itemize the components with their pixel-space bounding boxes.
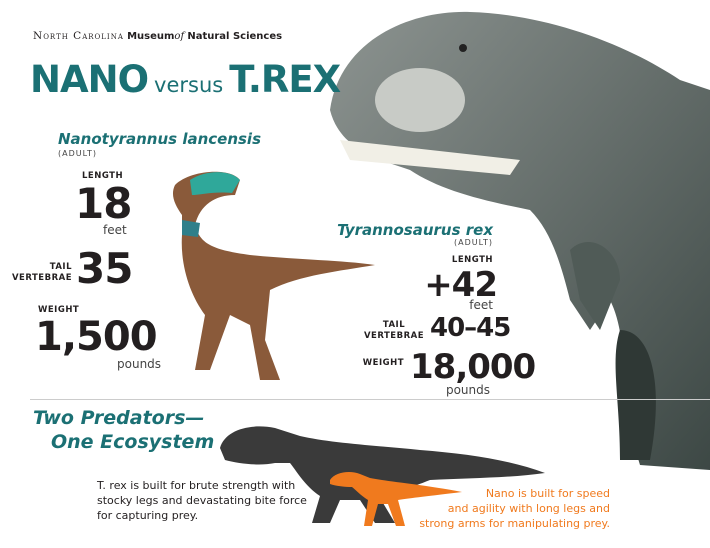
nano-description: Nano is built for speed and agility with… [419, 486, 610, 531]
nano-weight-value: 1,500 [35, 314, 158, 360]
text-line: for capturing prey. [97, 509, 199, 522]
logo-text: Natural Sciences [187, 31, 283, 42]
trex-weight-unit: pounds [445, 383, 490, 397]
trex-stage: (ADULT) [454, 238, 493, 247]
logo-text: of [174, 31, 185, 42]
trex-tail-value: 40–45 [430, 313, 511, 343]
logo-text: Museum [127, 31, 175, 42]
trex-length-label: LENGTH [451, 255, 493, 265]
nano-weight-label: WEIGHT [38, 305, 80, 315]
nano-illustration [172, 171, 375, 380]
nano-species: Nanotyrannus lancensis [58, 130, 261, 148]
nano-tail-label: TAIL VERTEBRAE [12, 262, 72, 284]
heading-line: Two Predators— [33, 407, 205, 429]
text-line: T. rex is built for brute strength with [97, 479, 296, 492]
trex-length-unit: feet [469, 298, 493, 312]
nano-weight-unit: pounds [117, 357, 162, 371]
label-line: VERTEBRAE [363, 331, 424, 341]
trex-weight-value: 18,000 [410, 347, 536, 387]
museum-logo: North Carolina Museumof Natural Sciences [33, 30, 282, 42]
nano-silhouette [330, 472, 462, 526]
heading-line: One Ecosystem [51, 431, 215, 453]
trex-tail-label: TAIL VERTEBRAE [364, 320, 424, 342]
title-nano: NANO [30, 58, 149, 101]
title-trex: T.REX [229, 58, 341, 101]
title-versus: versus [154, 73, 224, 97]
page-title: NANO versus T.REX [30, 58, 341, 101]
label-line: VERTEBRAE [11, 273, 72, 283]
nano-length-unit: feet [103, 223, 127, 237]
text-line: stocky legs and devastating bite force [97, 494, 307, 507]
nano-tail-value: 35 [76, 244, 133, 293]
trex-description: T. rex is built for brute strength with … [97, 478, 307, 523]
ecosystem-heading: Two Predators— One Ecosystem [33, 406, 214, 454]
label-line: TAIL [382, 320, 406, 330]
trex-illustration [330, 11, 710, 470]
nano-length-value: 18 [75, 179, 132, 228]
divider [30, 399, 710, 400]
nano-length-label: LENGTH [82, 171, 124, 181]
text-line: strong arms for manipulating prey. [419, 517, 610, 530]
trex-length-value: +42 [424, 265, 498, 305]
trex-weight-label: WEIGHT [362, 358, 404, 368]
label-line: TAIL [49, 262, 72, 272]
nano-stage: (ADULT) [58, 149, 97, 158]
trex-silhouette [220, 426, 545, 523]
logo-text: North Carolina [33, 30, 124, 42]
text-line: Nano is built for speed [485, 487, 610, 500]
text-line: and agility with long legs and [447, 502, 610, 515]
trex-species: Tyrannosaurus rex [337, 221, 493, 239]
